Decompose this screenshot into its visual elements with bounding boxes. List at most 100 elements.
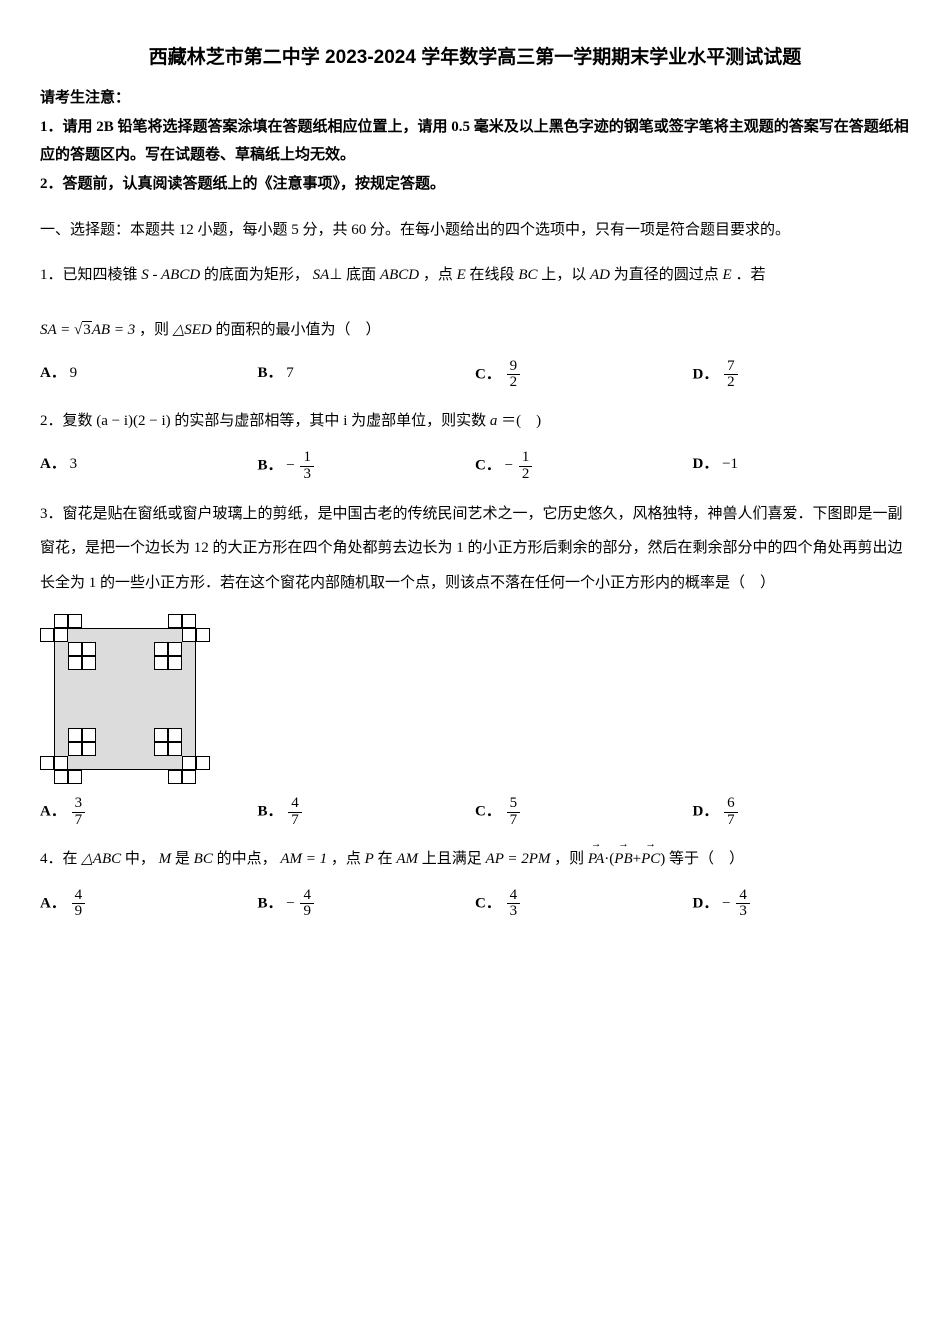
opt-label-c: C． [475, 366, 501, 382]
window-flower-icon [40, 614, 210, 784]
q4-m2: M [159, 851, 172, 867]
q1-options: A． 9 B． 7 C． 9 2 D． 7 2 [40, 359, 910, 392]
q1-m3: ABCD [380, 267, 419, 283]
q3-d-den: 7 [724, 813, 738, 829]
q2-opt-c: C． − 1 2 [475, 450, 693, 483]
q1-line2b: AB = 3 [92, 322, 135, 338]
question-1: 1．已知四棱锥 S - ABCD 的底面为矩形， SA⊥ 底面 ABCD ，点 … [40, 259, 910, 392]
q4-t2: 中， [125, 851, 155, 867]
notice-head: 请考生注意： [40, 84, 910, 113]
q3-figure [40, 614, 910, 784]
q1-t3: 底面 [346, 267, 376, 283]
q3-a-num: 3 [72, 796, 86, 813]
q1-t5: 在线段 [470, 267, 515, 283]
q2-t3: 为虚部单位，则实数 [351, 413, 486, 429]
q4-t4: 的中点， [217, 851, 277, 867]
notice-line-2: 2．答题前，认真阅读答题纸上的《注意事项》，按规定答题。 [40, 170, 910, 199]
q1-opt-d: D． 7 2 [693, 359, 911, 392]
opt-label-b: B． [258, 365, 283, 381]
opt-label-b: B． [258, 804, 283, 820]
q3-c-frac: 5 7 [507, 796, 521, 829]
q1-t6: 上，以 [541, 267, 586, 283]
q4-m5: P [365, 851, 374, 867]
opt-label-a: A． [40, 895, 66, 911]
opt-label-a: A． [40, 456, 66, 472]
q4-m1: △ABC [81, 851, 121, 867]
page-title: 西藏林芝市第二中学 2023-2024 学年数学高三第一学期期末学业水平测试试题 [40, 40, 910, 76]
q4-vec-pc: PC [641, 843, 660, 876]
question-4: 4．在 △ABC 中， M 是 BC 的中点， AM = 1 ，点 P 在 AM… [40, 843, 910, 921]
q2-b-den: 3 [300, 467, 314, 483]
q4-t6: 在 [378, 851, 393, 867]
q4-close: ) [660, 851, 665, 867]
q4-t7: 上且满足 [422, 851, 482, 867]
q2-a-val: 3 [70, 456, 78, 472]
q4-c-num: 4 [507, 888, 521, 905]
q4-d-num: 4 [736, 888, 750, 905]
q2-b-num: 1 [300, 450, 314, 467]
q1-m2b: ⊥ [329, 267, 342, 283]
q1-d-den: 2 [724, 375, 738, 391]
opt-label-d: D． [693, 456, 719, 472]
q2-b-frac: 1 3 [300, 450, 314, 483]
q4-plus: + [633, 851, 641, 867]
q1-t4: ，点 [423, 267, 453, 283]
q1-t8: ．若 [735, 267, 765, 283]
q2-options: A． 3 B． − 1 3 C． − 1 2 D． −1 [40, 450, 910, 483]
q2-ma: a [490, 413, 498, 429]
q1-line2d: 的面积的最小值为（ ） [216, 322, 381, 338]
q1-m6: AD [590, 267, 610, 283]
q4-d-frac: 4 3 [736, 888, 750, 921]
minus-icon: − [286, 458, 294, 474]
q4-b-num: 4 [300, 888, 314, 905]
q1-opt-c: C． 9 2 [475, 359, 693, 392]
minus-icon: − [505, 458, 513, 474]
q2-t4: ＝( ) [501, 413, 541, 429]
q1-b-val: 7 [286, 365, 294, 381]
q4-opt-c: C． 4 3 [475, 888, 693, 921]
q4-opt-b: B． − 4 9 [258, 888, 476, 921]
q1-d-num: 7 [724, 359, 738, 376]
opt-label-d: D． [693, 366, 719, 382]
q3-opt-d: D． 6 7 [693, 796, 911, 829]
q2-c-frac: 1 2 [519, 450, 533, 483]
q1-m7: E [723, 267, 732, 283]
opt-label-c: C． [475, 895, 501, 911]
q2-mi: i [343, 413, 347, 429]
q2-c-num: 1 [519, 450, 533, 467]
q3-options: A． 3 7 B． 4 7 C． 5 7 D． 6 7 [40, 796, 910, 829]
q4-c-frac: 4 3 [507, 888, 521, 921]
q4-d-den: 3 [736, 904, 750, 920]
question-2: 2．复数 (a − i)(2 − i) 的实部与虚部相等，其中 i 为虚部单位，… [40, 405, 910, 483]
q3-text: 3．窗花是贴在窗纸或窗户玻璃上的剪纸，是中国古老的传统民间艺术之一，它历史悠久，… [40, 497, 910, 601]
q4-m3: BC [194, 851, 213, 867]
q2-d-val: −1 [722, 456, 738, 472]
q2-t2: 的实部与虚部相等，其中 [174, 413, 339, 429]
opt-label-a: A． [40, 365, 66, 381]
q1-c-frac: 9 2 [507, 359, 521, 392]
q4-mid: ·( [604, 851, 614, 867]
opt-label-d: D． [693, 804, 719, 820]
q1-line2c: ，则 [139, 322, 169, 338]
q3-c-den: 7 [507, 813, 521, 829]
q4-m4: AM = 1 [280, 851, 327, 867]
q3-d-frac: 6 7 [724, 796, 738, 829]
q4-a-frac: 4 9 [72, 888, 86, 921]
q2-c-den: 2 [519, 467, 533, 483]
q1-t7: 为直径的圆过点 [614, 267, 719, 283]
q4-opt-a: A． 4 9 [40, 888, 258, 921]
q3-d-num: 6 [724, 796, 738, 813]
q2-m1: (a − i)(2 − i) [96, 413, 170, 429]
q3-a-frac: 3 7 [72, 796, 86, 829]
minus-icon: − [722, 895, 730, 911]
q4-t5: ，点 [331, 851, 361, 867]
q4-pre: 4．在 [40, 851, 78, 867]
sqrt-icon: √3 [74, 321, 92, 338]
q1-sqrt-rad: 3 [82, 321, 92, 338]
q1-opt-a: A． 9 [40, 359, 258, 392]
q3-opt-c: C． 5 7 [475, 796, 693, 829]
q1-mtri: △SED [173, 322, 212, 338]
opt-label-b: B． [258, 895, 283, 911]
q2-opt-d: D． −1 [693, 450, 911, 483]
q4-b-den: 9 [300, 904, 314, 920]
